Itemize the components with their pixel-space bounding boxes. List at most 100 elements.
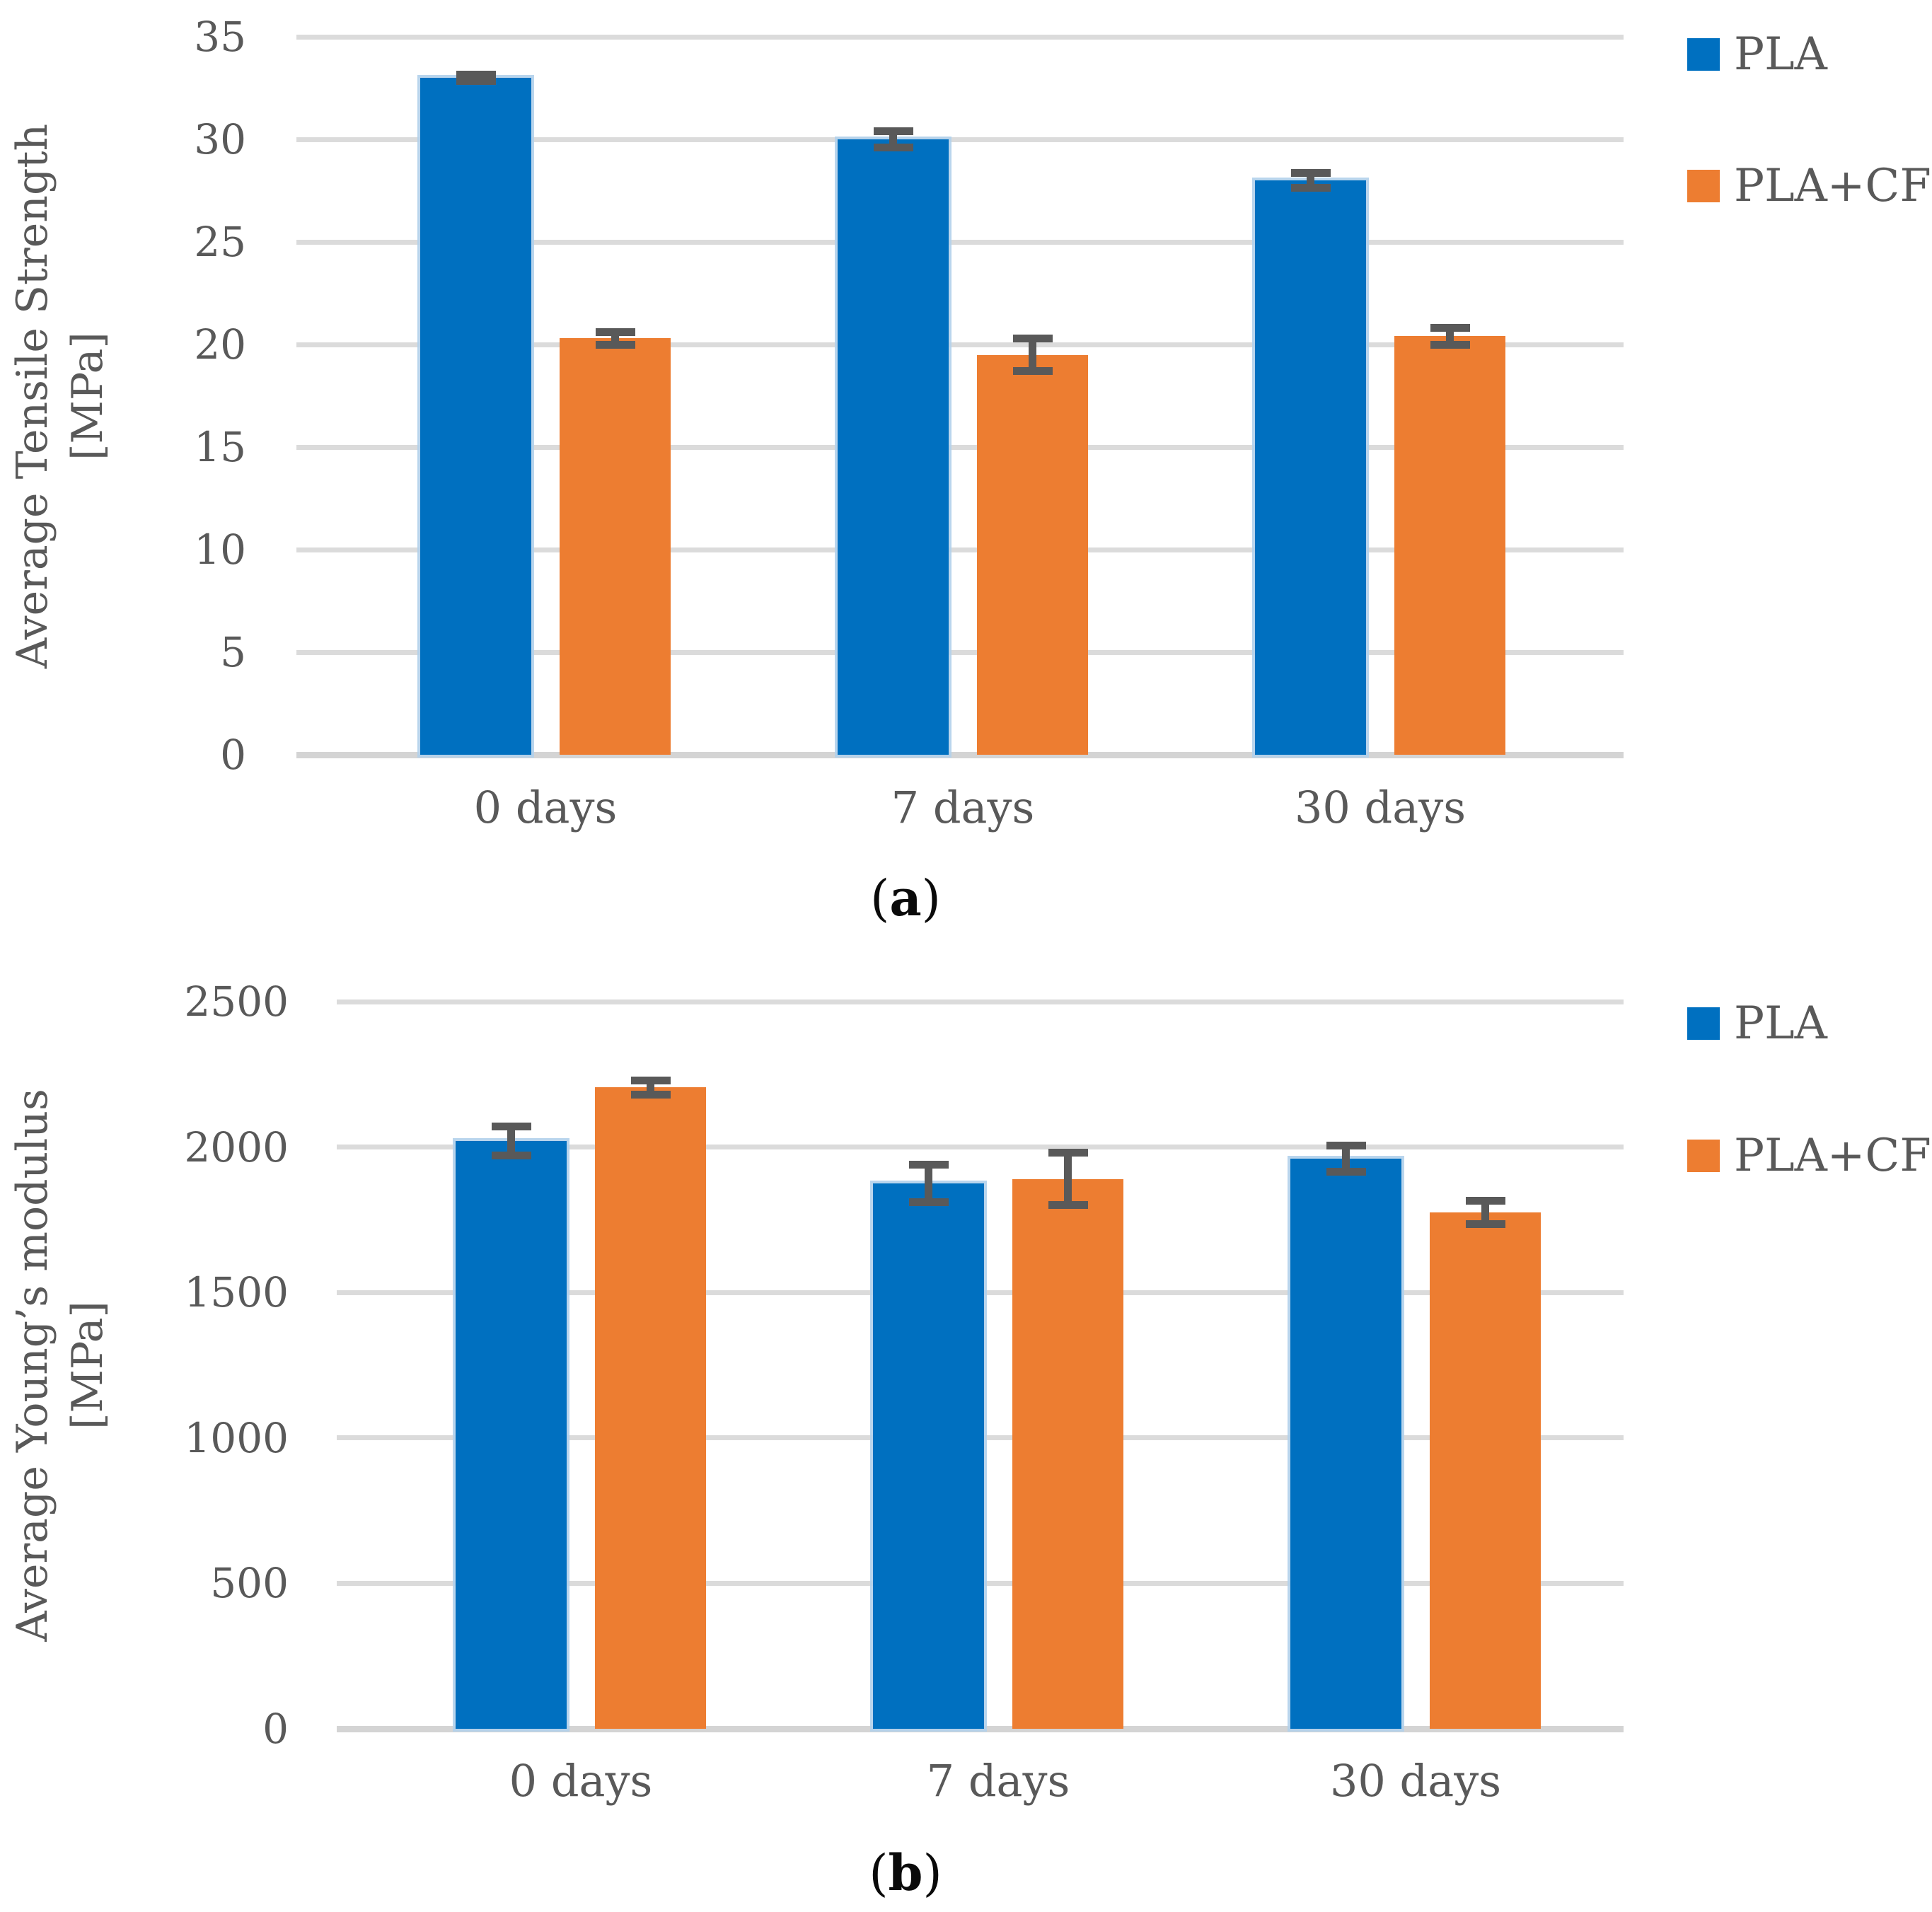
gridline-y15 (296, 444, 1624, 450)
panel-label-b: (b) (869, 1843, 942, 1903)
category-label-30days: 30 days (1294, 782, 1467, 833)
bar-pla-0days (420, 78, 531, 755)
bar-pla-30days (1255, 180, 1366, 755)
bar-pla-cf-7days (1012, 1178, 1123, 1729)
legend-item-pla-cf-a: PLA+CF (1687, 159, 1931, 213)
error-bar (1064, 1152, 1072, 1205)
gridline-y25 (296, 239, 1624, 245)
bar-pla-cf-0days (595, 1087, 706, 1729)
error-bar-cap-bottom (908, 1198, 949, 1207)
error-bar (647, 1080, 654, 1095)
legend-swatch-pla-icon (1687, 38, 1720, 71)
error-bar-cap-bottom (1430, 340, 1470, 349)
y-tick-label-0: 0 (220, 731, 246, 779)
error-bar-cap-top (908, 1160, 949, 1169)
y-tick-label-25: 25 (194, 218, 246, 266)
error-bar (611, 332, 619, 344)
y-axis-title-a-line1: Average Tensile Strength (8, 123, 57, 669)
bar-pla-7days (873, 1183, 984, 1729)
y-axis-title-a: Average Tensile Strength [MPa] (5, 124, 115, 668)
y-tick-label-35: 35 (194, 13, 246, 61)
gridline-y10 (296, 547, 1624, 552)
category-label-30days: 30 days (1329, 1755, 1502, 1807)
gridline-y35 (296, 34, 1624, 40)
legend-swatch-pla-cf-icon (1687, 170, 1720, 202)
y-axis-title-b-line1: Average Young’s modulus (8, 1089, 57, 1642)
y-axis-title-a-line2: [MPa] (63, 332, 112, 460)
category-label-7days: 7 days (926, 1755, 1070, 1807)
bar-pla-cf-7days (977, 354, 1088, 755)
error-bar-cap-top (1290, 169, 1331, 178)
gridline-y5 (296, 649, 1624, 655)
error-bar-cap-top (1012, 334, 1053, 342)
panel-b-paren-open: ( (869, 1844, 889, 1902)
error-bar (1307, 173, 1314, 188)
error-bar (507, 1126, 515, 1156)
error-bar-cap-bottom (1048, 1201, 1088, 1210)
y-tick-label-500: 500 (210, 1559, 289, 1608)
y-tick-label-20: 20 (194, 320, 246, 369)
error-bar (1029, 338, 1036, 371)
y-tick-label-10: 10 (194, 526, 246, 574)
category-label-7days: 7 days (891, 782, 1035, 833)
error-bar-cap-top (1465, 1197, 1505, 1205)
bar-pla-30days (1290, 1159, 1401, 1729)
bar-pla-cf-30days (1394, 336, 1505, 755)
y-tick-label-2000: 2000 (184, 1123, 289, 1171)
error-bar-cap-bottom (873, 144, 913, 152)
legend-item-pla-cf-b: PLA+CF (1687, 1129, 1931, 1183)
error-bar-cap-top (873, 127, 913, 135)
error-bar-cap-bottom (595, 340, 635, 349)
error-bar-cap-bottom (1290, 183, 1331, 192)
bar-pla-cf-0days (560, 338, 671, 755)
error-bar-cap-bottom (491, 1152, 531, 1160)
error-bar-cap-top (595, 328, 635, 337)
error-bar (1446, 328, 1454, 344)
error-bar-cap-bottom (1012, 367, 1053, 376)
error-bar-cap-top (491, 1123, 531, 1131)
category-label-0days: 0 days (473, 782, 618, 833)
gridline-y30 (296, 137, 1624, 142)
gridline-y0 (337, 1725, 1624, 1732)
error-bar-cap-bottom (1326, 1168, 1366, 1176)
gridline-y2500 (337, 999, 1624, 1004)
gridline-y20 (296, 342, 1624, 347)
legend-swatch-pla-icon (1687, 1007, 1720, 1040)
error-bar-cap-top (456, 71, 496, 79)
y-tick-label-0: 0 (262, 1705, 289, 1753)
legend-label-pla-cf: PLA+CF (1734, 160, 1931, 212)
panel-a-paren-close: ) (921, 869, 941, 927)
y-tick-label-5: 5 (220, 628, 246, 676)
y-tick-label-2500: 2500 (184, 978, 289, 1026)
error-bar (1342, 1145, 1350, 1172)
bar-pla-0days (456, 1141, 567, 1729)
error-bar-cap-top (1430, 324, 1470, 332)
bar-pla-cf-30days (1430, 1212, 1541, 1729)
error-bar-cap-top (1326, 1142, 1366, 1150)
legend-swatch-pla-cf-icon (1687, 1140, 1720, 1172)
y-tick-label-1500: 1500 (184, 1268, 289, 1317)
legend-label-pla: PLA (1734, 28, 1827, 81)
error-bar-cap-bottom (630, 1091, 671, 1099)
legend-item-pla-a: PLA (1687, 28, 1827, 81)
error-bar-cap-bottom (1465, 1220, 1505, 1229)
panel-label-a: (a) (870, 869, 941, 928)
legend-item-pla-b: PLA (1687, 997, 1827, 1050)
panel-a-letter: a (889, 869, 922, 927)
legend-label-pla-cf: PLA+CF (1734, 1130, 1931, 1182)
error-bar-cap-bottom (456, 76, 496, 85)
panel-b-paren-close: ) (922, 1844, 942, 1902)
gridline-y2000 (337, 1145, 1624, 1150)
error-bar (925, 1164, 932, 1203)
error-bar-cap-top (1048, 1149, 1088, 1157)
y-tick-label-30: 30 (194, 115, 246, 163)
error-bar (1481, 1200, 1489, 1224)
category-label-0days: 0 days (509, 1755, 653, 1807)
error-bar (889, 131, 897, 148)
error-bar-cap-top (630, 1076, 671, 1084)
y-tick-label-1000: 1000 (184, 1413, 289, 1462)
panel-b-letter: b (888, 1843, 923, 1902)
legend-label-pla: PLA (1734, 997, 1827, 1050)
gridline-y0 (296, 751, 1624, 758)
